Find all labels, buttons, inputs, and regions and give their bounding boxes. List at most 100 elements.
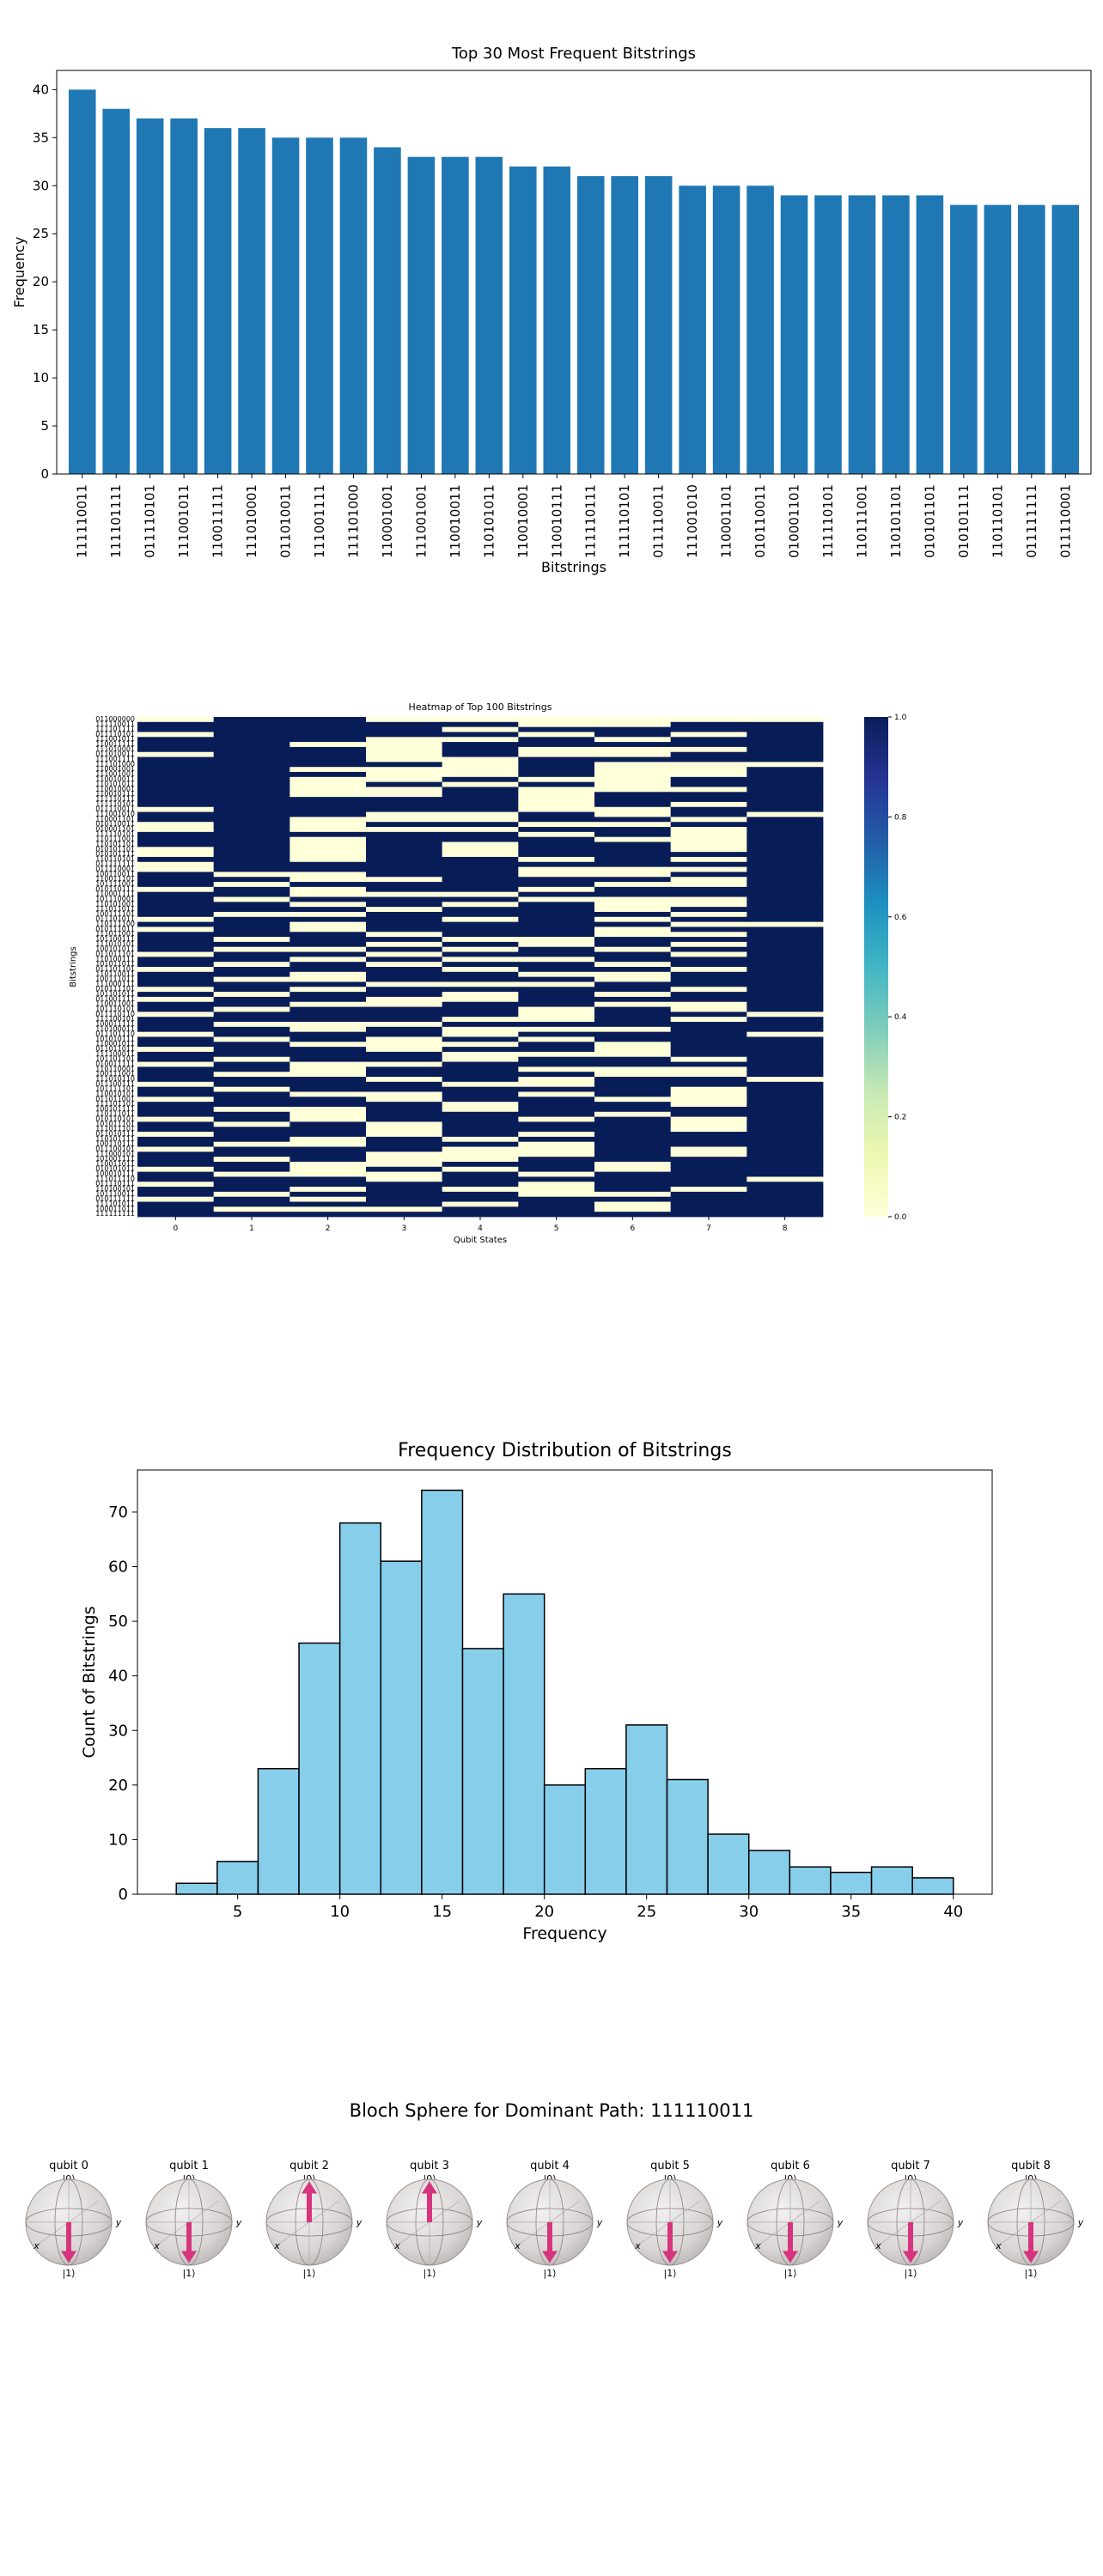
heatmap-cell <box>442 1106 519 1113</box>
heatmap-cell <box>366 1097 443 1103</box>
heatmap-cell <box>747 801 824 808</box>
heatmap-cell <box>289 827 367 833</box>
heatmap-cell <box>366 992 443 998</box>
heatmap-cell <box>670 1132 747 1138</box>
heatmap-cell <box>594 1196 672 1202</box>
heatmap-cell <box>442 822 519 828</box>
y-tick-label: 5 <box>40 418 49 434</box>
y-tick-label: 20 <box>33 274 49 289</box>
heatmap-cell <box>289 1132 367 1138</box>
heatmap-cell <box>137 1212 215 1218</box>
heatmap-cell <box>289 951 367 957</box>
heatmap-cell <box>137 861 215 867</box>
heatmap-cell <box>670 886 747 893</box>
heatmap-cell <box>289 1116 367 1122</box>
heatmap-cell <box>366 1051 443 1058</box>
heatmap-cell <box>670 921 747 927</box>
heatmap-cell <box>442 1191 519 1198</box>
x-tick-label: 25 <box>637 1903 656 1921</box>
bloch-sphere: qubit 6|0⟩xy|1⟩ <box>747 2160 844 2279</box>
heatmap-cell <box>137 886 215 893</box>
histogram-bar <box>789 1866 832 1895</box>
heatmap-cell <box>594 1187 672 1193</box>
heatmap-cell <box>747 1201 824 1207</box>
x-tick-label: 0 <box>173 1224 178 1233</box>
heatmap-cell <box>289 1006 367 1012</box>
heatmap-cell <box>213 822 290 828</box>
heatmap-cell <box>518 1127 595 1133</box>
heatmap-cell <box>518 852 595 858</box>
heatmap-cell <box>594 1157 672 1163</box>
row-label: 100011011 <box>95 1205 135 1212</box>
heatmap-cell <box>594 732 672 738</box>
heatmap-cell <box>213 841 290 848</box>
heatmap-cell <box>213 1106 290 1113</box>
x-tick-label: 4 <box>478 1224 483 1233</box>
qubit-label: qubit 2 <box>289 2160 329 2172</box>
heatmap-cell <box>289 962 367 968</box>
heatmap-cell <box>594 717 672 723</box>
heatmap-cell <box>289 817 367 823</box>
heatmap-cell <box>442 781 519 787</box>
y-tick-label: 50 <box>108 1613 128 1631</box>
heatmap-cell <box>213 951 290 957</box>
heatmap-cell <box>137 822 215 828</box>
heatmap-cell <box>594 1047 672 1053</box>
heatmap-cell <box>594 1022 672 1028</box>
frequency-histogram: Frequency Distribution of Bitstrings 5 10 1… <box>0 1425 1103 1975</box>
heatmap-cell <box>366 957 443 963</box>
heatmap-cell <box>366 847 443 853</box>
heatmap-cell <box>747 1081 824 1088</box>
heatmap-cell <box>594 847 672 853</box>
heatmap-cell <box>366 797 443 803</box>
row-label: 111110011 <box>95 720 135 728</box>
heatmap-cell <box>137 1166 215 1173</box>
heatmap-cell <box>213 726 290 732</box>
heatmap-cell <box>518 872 595 878</box>
heatmap-cell <box>518 877 595 883</box>
heatmap-cell <box>213 801 290 808</box>
heatmap-cell <box>747 1017 824 1023</box>
x-tick-label: 110001101 <box>719 484 734 558</box>
heatmap-cell <box>518 817 595 823</box>
row-label: 101011101 <box>95 1120 135 1127</box>
row-label: 111001011 <box>95 735 135 743</box>
chart-title: Frequency Distribution of Bitstrings <box>398 1440 732 1461</box>
heatmap-cell <box>289 1031 367 1037</box>
heatmap-cell <box>366 1022 443 1028</box>
heatmap-cell <box>442 1111 519 1117</box>
heatmap-cell <box>747 836 824 842</box>
row-label: 110011101 <box>95 875 135 883</box>
heatmap-cell <box>137 836 215 842</box>
heatmap-cell <box>670 751 747 757</box>
heatmap-cell <box>747 841 824 848</box>
heatmap-cell <box>747 1086 824 1092</box>
heatmap-cell <box>518 1102 595 1108</box>
heatmap-cell <box>442 856 519 863</box>
heatmap-cell <box>594 1102 672 1108</box>
x-tick-label: 110011111 <box>210 484 226 558</box>
heatmap-cell <box>594 1132 672 1138</box>
heatmap-cell <box>289 1191 367 1198</box>
heatmap-cell <box>747 1176 824 1182</box>
heatmap-cell <box>442 1086 519 1092</box>
x-tick-label: 110010111 <box>549 484 564 558</box>
heatmap-cell <box>747 721 824 728</box>
heatmap-cell <box>442 767 519 773</box>
heatmap-cell <box>670 1141 747 1147</box>
heatmap-cell <box>137 1182 215 1188</box>
heatmap-cell <box>670 797 747 803</box>
heatmap-cell <box>747 767 824 773</box>
heatmap-cell <box>594 756 672 762</box>
heatmap-cell <box>747 996 824 1003</box>
heatmap-cell <box>670 852 747 858</box>
heatmap-cell <box>747 1006 824 1012</box>
heatmap-cell <box>594 1056 672 1062</box>
heatmap-cell <box>518 746 595 753</box>
heatmap-cell <box>747 896 824 902</box>
heatmap-cell <box>747 1061 824 1067</box>
heatmap-cell <box>594 902 672 908</box>
row-label: 110010011 <box>95 775 135 783</box>
heatmap-cell <box>670 831 747 838</box>
heatmap-cell <box>366 856 443 863</box>
